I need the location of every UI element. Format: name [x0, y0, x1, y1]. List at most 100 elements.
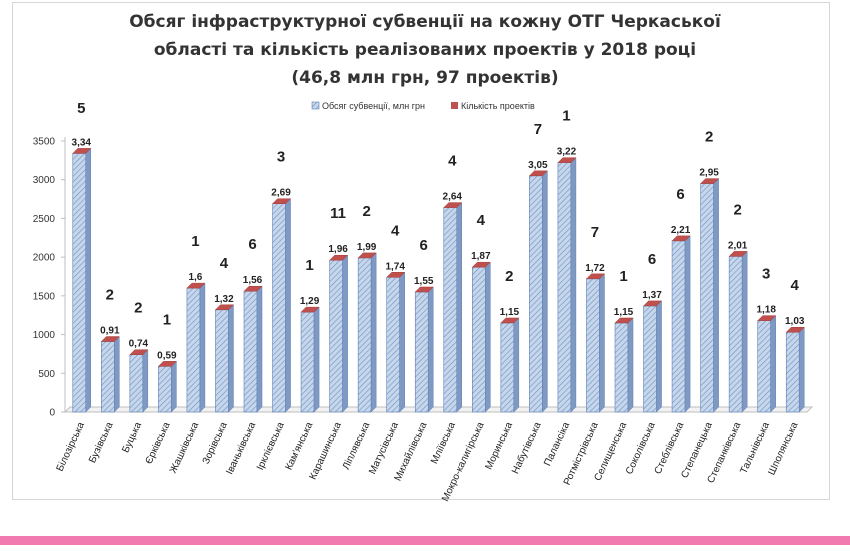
bar-top-cap [585, 273, 606, 280]
bar [785, 331, 800, 413]
bar-top-cap [614, 317, 634, 324]
category-label: Палансіка [542, 420, 572, 468]
bar-top-cap [157, 361, 177, 367]
bar-side [114, 335, 120, 413]
bar-side [199, 282, 206, 413]
category-label: Бузівська [87, 420, 116, 465]
bar [414, 291, 429, 413]
value-label: 1,18 [756, 305, 776, 316]
bar-side [85, 147, 92, 413]
bar [158, 366, 172, 413]
category-label: Стеблівська [652, 420, 687, 476]
project-count-label: 2 [505, 268, 513, 285]
y-tick-label: 500 [38, 369, 55, 380]
chart-title-line-3: (46,8 млн грн, 97 проектів) [291, 68, 558, 88]
project-count-label: 6 [676, 186, 684, 203]
y-tick-label: 3000 [33, 175, 56, 186]
bar-side [656, 300, 662, 413]
category-label: Жашківська [168, 420, 201, 475]
category-label: Кам'янська [284, 420, 316, 472]
value-label: 1,96 [328, 244, 348, 255]
bar-top-cap [72, 148, 92, 154]
bar-side [427, 286, 434, 413]
project-count-label: 4 [220, 255, 229, 272]
project-count-label: 1 [163, 311, 171, 328]
bar-top-cap [443, 202, 463, 208]
value-label: 1,15 [614, 307, 634, 318]
project-count-label: 1 [305, 257, 313, 274]
bar [586, 278, 600, 413]
project-count-label: 6 [248, 236, 256, 253]
bar [329, 259, 343, 413]
bar [357, 257, 372, 413]
bar-top-cap [757, 315, 777, 321]
legend-swatch-subvention [311, 101, 320, 110]
project-count-label: 3 [277, 149, 285, 166]
bar-side [542, 170, 548, 413]
bar [728, 256, 743, 413]
bar-side [342, 254, 348, 413]
category-label: Ірклієвська [255, 420, 287, 472]
category-label: Моринська [484, 420, 516, 471]
bar [500, 322, 515, 413]
value-label: 1,32 [214, 294, 234, 305]
bar-top-cap [528, 170, 548, 177]
value-label: 0,59 [157, 350, 177, 361]
y-tick-label: 1000 [33, 330, 56, 341]
value-label: 2,69 [271, 188, 291, 199]
project-count-label: 1 [191, 233, 199, 250]
project-count-label: 2 [705, 129, 713, 146]
value-label: 1,29 [300, 296, 320, 307]
legend-label-projects: Кількість проектів [461, 101, 535, 111]
value-label: 1,99 [357, 242, 377, 253]
project-count-label: 1 [619, 268, 627, 285]
bar [700, 183, 714, 413]
value-label: 1,03 [785, 316, 805, 327]
x-axis-floor [63, 406, 814, 413]
value-label: 3,22 [557, 147, 577, 158]
bar-top-cap [785, 326, 805, 333]
category-label: Матусівська [367, 420, 401, 476]
bar-side [313, 306, 320, 413]
bottom-stripe [0, 536, 850, 545]
bar-side [599, 273, 605, 413]
y-tick-label: 3500 [33, 137, 56, 148]
y-tick-label: 1500 [33, 291, 56, 302]
bar-top-cap [100, 336, 120, 342]
bar-side [770, 315, 776, 413]
value-label: 1,72 [585, 263, 605, 274]
bar-top-cap [271, 198, 292, 204]
value-label: 2,01 [728, 240, 748, 251]
bar-side [456, 201, 463, 413]
project-count-label: 6 [420, 237, 428, 254]
y-tick-label: 2500 [33, 214, 56, 225]
bar [300, 311, 315, 413]
project-count-label: 2 [106, 287, 114, 304]
bar-side [741, 250, 748, 413]
bar-side [142, 349, 149, 413]
value-label: 2,95 [699, 168, 719, 179]
category-label: Ліплявська [341, 420, 373, 471]
bar [671, 240, 686, 413]
value-label: 2,64 [443, 192, 463, 203]
bar [757, 320, 771, 413]
bar [443, 207, 458, 413]
bar-side [684, 235, 691, 413]
bars [72, 147, 805, 413]
legend: Обсяг субвенції, млн грн Кількість проек… [311, 101, 535, 111]
category-label: Буцька [120, 420, 144, 454]
bar [129, 354, 144, 413]
value-label: 0,91 [100, 326, 120, 337]
value-label: 1,87 [471, 251, 491, 262]
bar-top-cap [214, 304, 235, 311]
bar-top-cap [300, 306, 320, 313]
project-count-label: 2 [362, 203, 370, 220]
legend-label-subvention: Обсяг субвенції, млн грн [322, 101, 425, 111]
value-label: 3,05 [528, 160, 548, 171]
category-label: Набутівська [509, 420, 544, 476]
chart-title-line-2: області та кількість реалізованих проект… [154, 40, 696, 60]
bar-side [370, 252, 377, 413]
value-label: 1,74 [385, 261, 405, 272]
bar-top-cap [728, 251, 748, 257]
y-tick-label: 0 [49, 408, 55, 419]
